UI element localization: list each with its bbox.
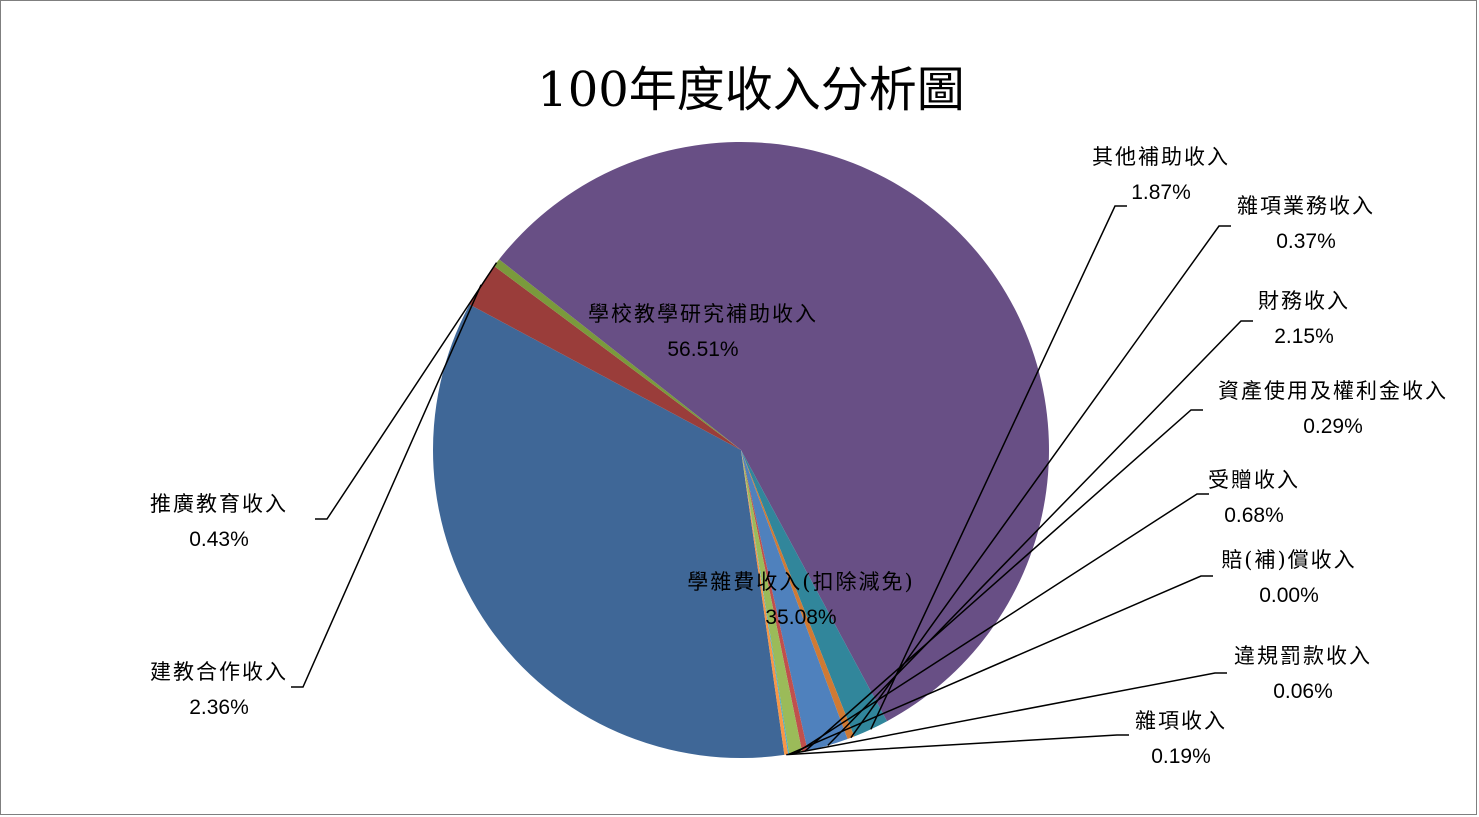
leader-line	[788, 575, 1213, 755]
pie-slice	[741, 450, 848, 751]
leader-line	[795, 493, 1209, 754]
slice-name-label: 學校教學研究補助收入	[588, 302, 818, 326]
leader-line	[827, 320, 1253, 747]
pie-slice	[469, 265, 741, 450]
slice-name-label: 資產使用及權利金收入	[1218, 379, 1448, 403]
slice-percent-label: 56.51%	[667, 338, 738, 361]
slice-percent-label: 35.08%	[765, 606, 836, 629]
leader-line	[315, 262, 498, 520]
slice-name-label: 賠(補)償收入	[1221, 548, 1356, 572]
pie-slice	[741, 450, 855, 739]
leader-line	[788, 672, 1227, 756]
leader-line	[804, 409, 1203, 752]
slice-percent-label: 0.68%	[1224, 504, 1284, 527]
pie-slice	[499, 141, 1049, 722]
slice-name-label: 受贈收入	[1208, 468, 1300, 492]
pie-slices	[432, 141, 1049, 758]
pie-slice	[741, 450, 808, 752]
chart-title: 100年度收入分析圖	[537, 62, 965, 118]
pie-slice	[741, 450, 803, 755]
slice-percent-label: 2.15%	[1274, 325, 1334, 348]
slice-name-label: 違規罰款收入	[1234, 644, 1372, 668]
leader-line	[870, 205, 1127, 730]
slice-name-label: 雜項收入	[1135, 709, 1227, 733]
slice-percent-label: 0.43%	[189, 528, 249, 551]
slice-percent-label: 0.19%	[1151, 745, 1211, 768]
pie-slice	[432, 304, 785, 758]
slice-name-label: 財務收入	[1258, 289, 1350, 313]
slice-percent-label: 1.87%	[1131, 181, 1191, 204]
slice-name-label: 建教合作收入	[150, 660, 288, 684]
leader-line	[850, 225, 1231, 739]
pie-slice	[741, 450, 790, 755]
leader-line	[291, 284, 482, 688]
pie-slice	[741, 450, 789, 755]
slice-percent-label: 0.37%	[1276, 230, 1336, 253]
leader-lines	[291, 205, 1253, 756]
slice-name-label: 推廣教育收入	[150, 492, 288, 516]
slice-percent-label: 0.06%	[1273, 680, 1333, 703]
slice-labels: 學雜費收入(扣除減免) 35.08% 建教合作收入 2.36% 推廣教育收入 0.43% 學…	[150, 145, 1448, 768]
slice-percent-label: 0.00%	[1259, 584, 1319, 607]
slice-name-label: 學雜費收入(扣除減免)	[687, 570, 914, 594]
pie-slice	[741, 450, 888, 737]
slice-name-label: 其他補助收入	[1092, 145, 1230, 169]
slice-name-label: 雜項業務收入	[1237, 194, 1375, 218]
pie-slice	[494, 259, 741, 450]
leader-line	[786, 734, 1129, 756]
slice-percent-label: 0.29%	[1303, 415, 1363, 438]
slice-percent-label: 2.36%	[189, 696, 249, 719]
